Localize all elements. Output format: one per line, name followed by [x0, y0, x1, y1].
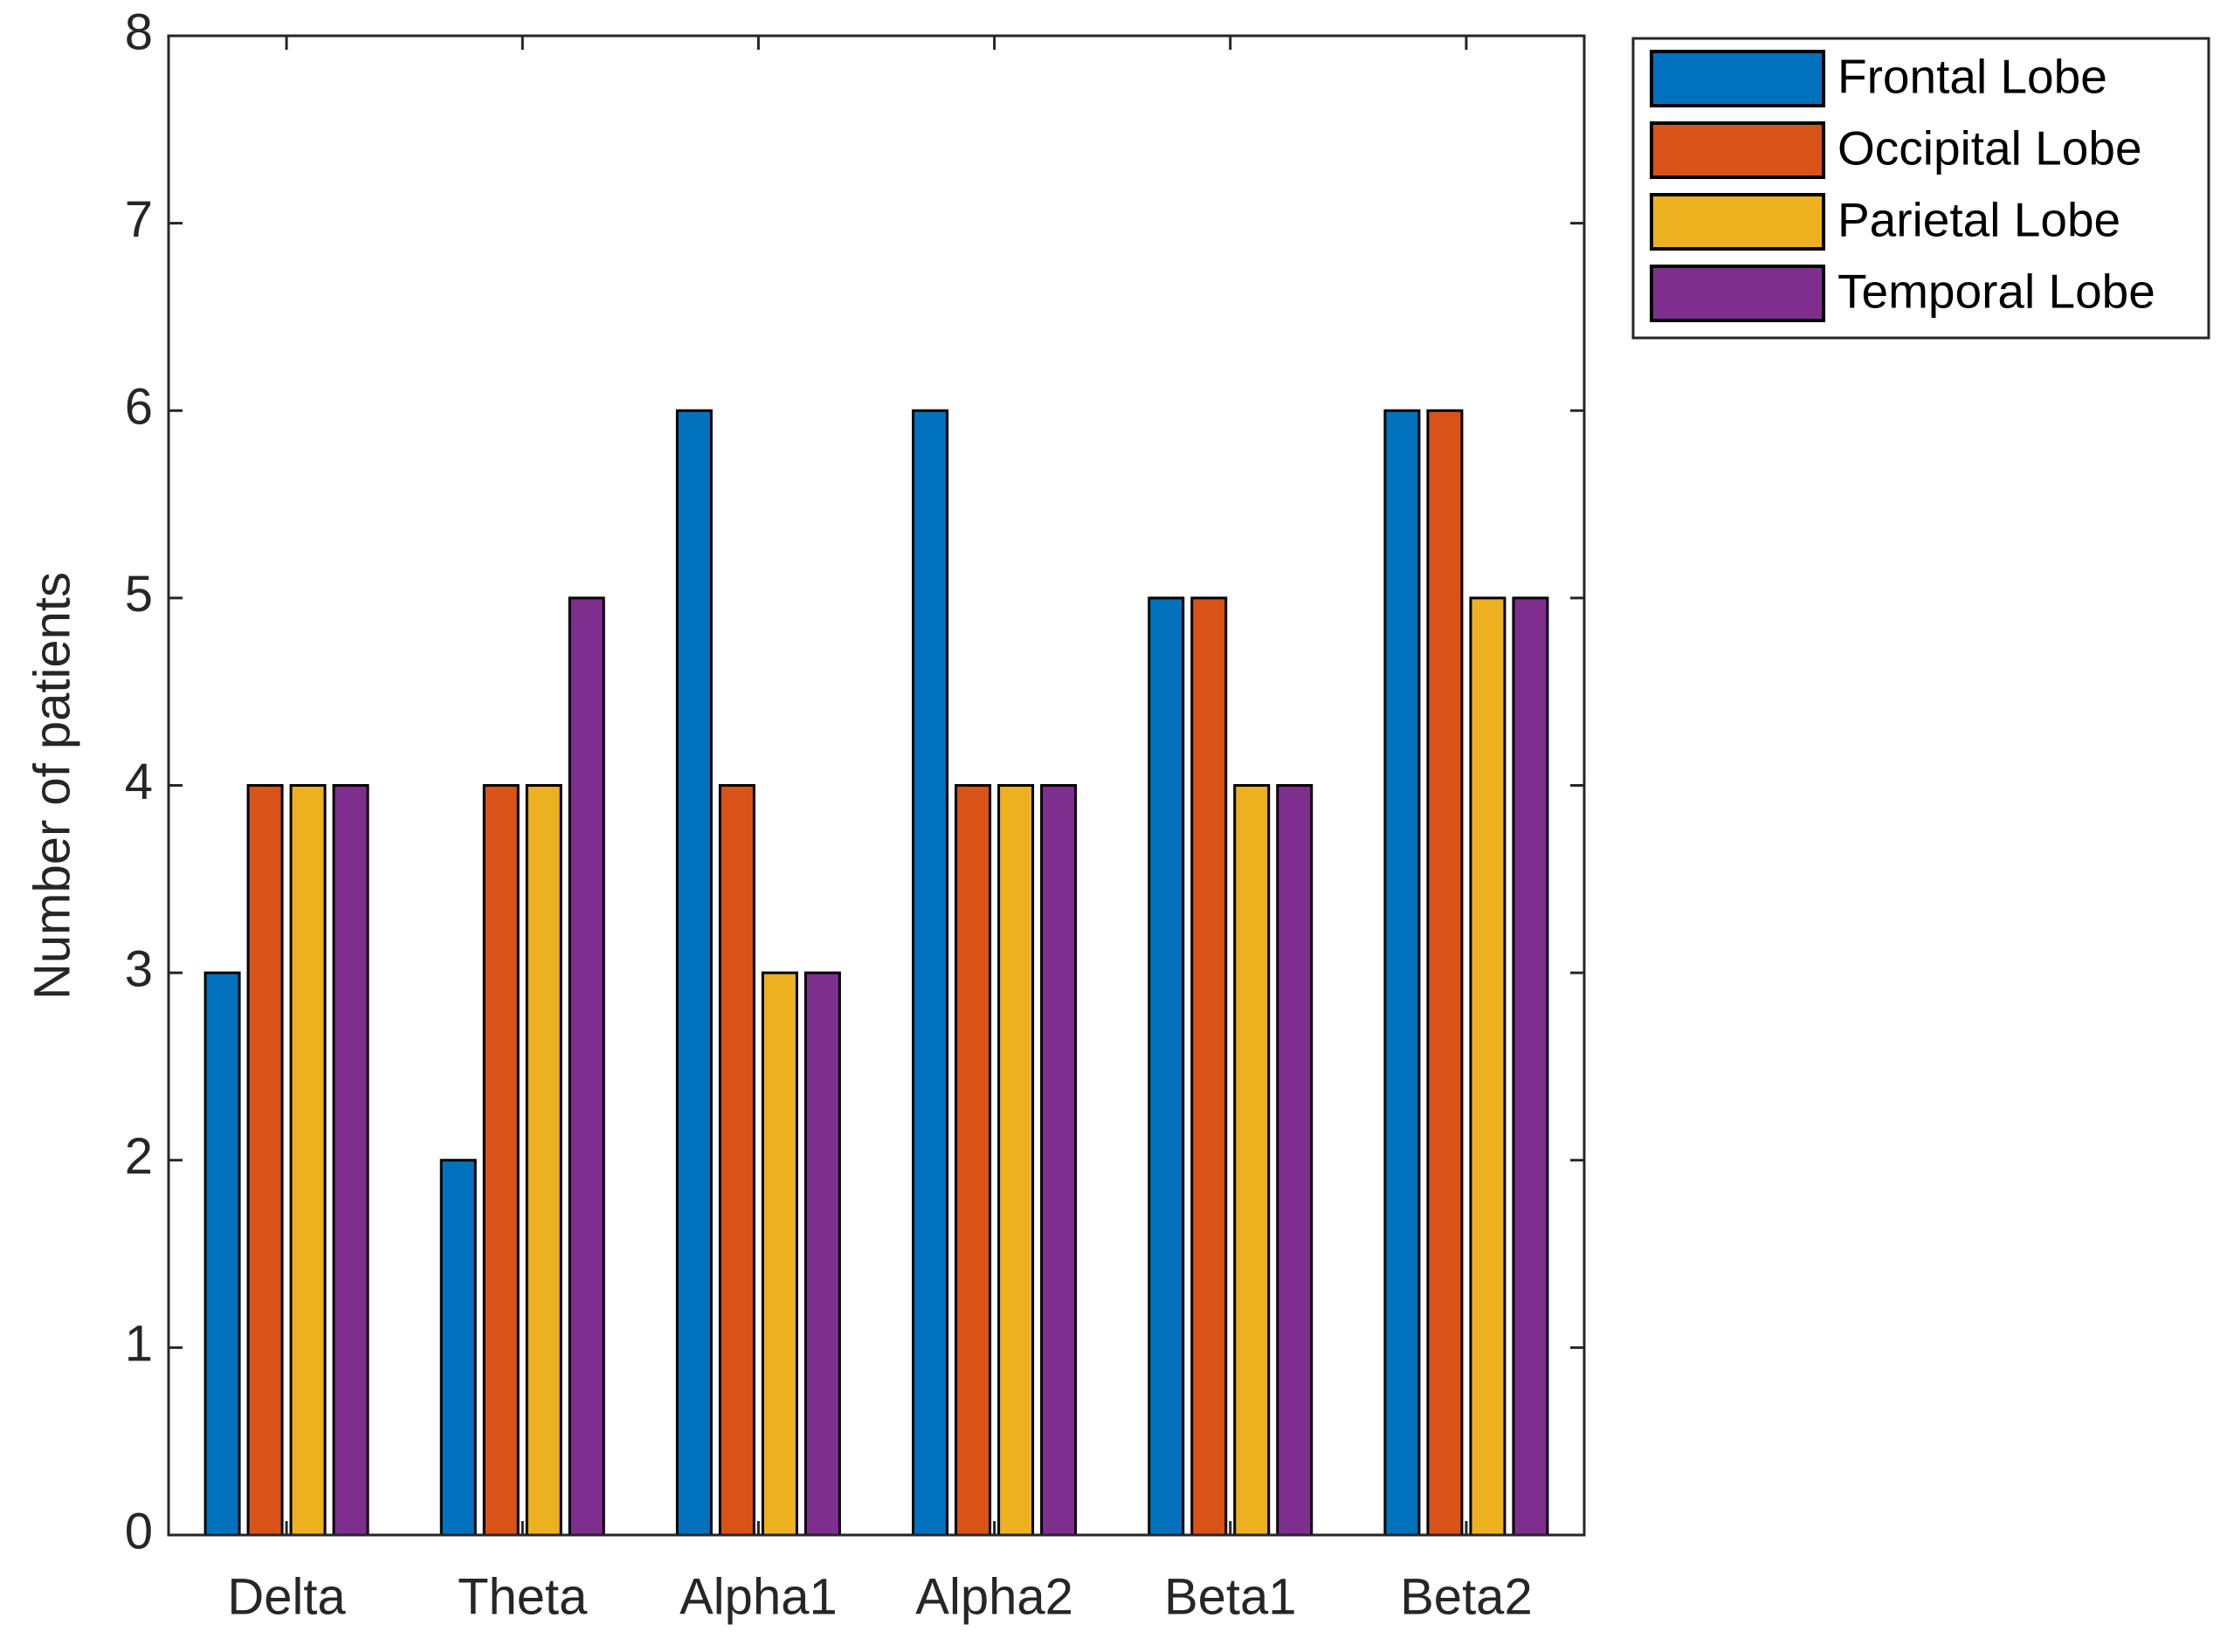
x-tick-label: Alpha2	[915, 1568, 1073, 1625]
y-tick-label: 2	[125, 1128, 153, 1185]
y-tick-label: 7	[125, 191, 153, 248]
bar	[289, 784, 327, 1537]
bar	[525, 784, 562, 1537]
bar	[997, 784, 1035, 1537]
bar	[675, 409, 713, 1537]
legend-swatch	[1650, 265, 1825, 322]
bar	[568, 596, 605, 1537]
x-tick-label: Alpha1	[679, 1568, 838, 1625]
bar	[1512, 596, 1549, 1537]
legend-label: Frontal Lobe	[1838, 50, 2107, 104]
y-tick-label: 1	[125, 1316, 153, 1373]
y-axis-label: Number of patients	[24, 572, 80, 1000]
bar	[1040, 784, 1078, 1537]
bar	[482, 784, 520, 1537]
legend-label: Temporal Lobe	[1838, 265, 2155, 319]
bar	[1148, 596, 1185, 1537]
legend: Frontal Lobe Occipital Lobe Parietal Lobe T…	[1631, 37, 2210, 340]
bar	[439, 1159, 477, 1537]
legend-label: Occipital Lobe	[1838, 121, 2142, 176]
bar	[1233, 784, 1271, 1537]
x-tick-label: Beta2	[1400, 1568, 1533, 1625]
bar	[1190, 596, 1228, 1537]
bar	[912, 409, 949, 1537]
bar	[332, 784, 369, 1537]
bar	[955, 784, 992, 1537]
plot-frame	[167, 34, 1586, 1537]
bar	[1426, 409, 1464, 1537]
y-tick-label: 4	[125, 754, 153, 810]
y-tick-label: 6	[125, 379, 153, 436]
bar	[761, 971, 798, 1537]
y-tick-label: 0	[125, 1503, 153, 1559]
x-tick-label: Beta1	[1164, 1568, 1297, 1625]
y-tick-label: 8	[125, 3, 153, 60]
bar	[203, 971, 241, 1537]
bar	[1276, 784, 1314, 1537]
x-tick-label: Delta	[227, 1568, 346, 1625]
legend-swatch	[1650, 193, 1825, 251]
legend-swatch	[1650, 121, 1825, 179]
x-tick-label: Theta	[458, 1568, 588, 1625]
bar	[718, 784, 755, 1537]
bar	[246, 784, 284, 1537]
y-tick-label: 3	[125, 940, 153, 997]
bar	[803, 971, 841, 1537]
bar	[1383, 409, 1421, 1537]
legend-swatch	[1650, 50, 1825, 107]
y-tick-label: 5	[125, 566, 153, 623]
legend-label: Parietal Lobe	[1838, 193, 2120, 247]
bar	[1469, 596, 1507, 1537]
